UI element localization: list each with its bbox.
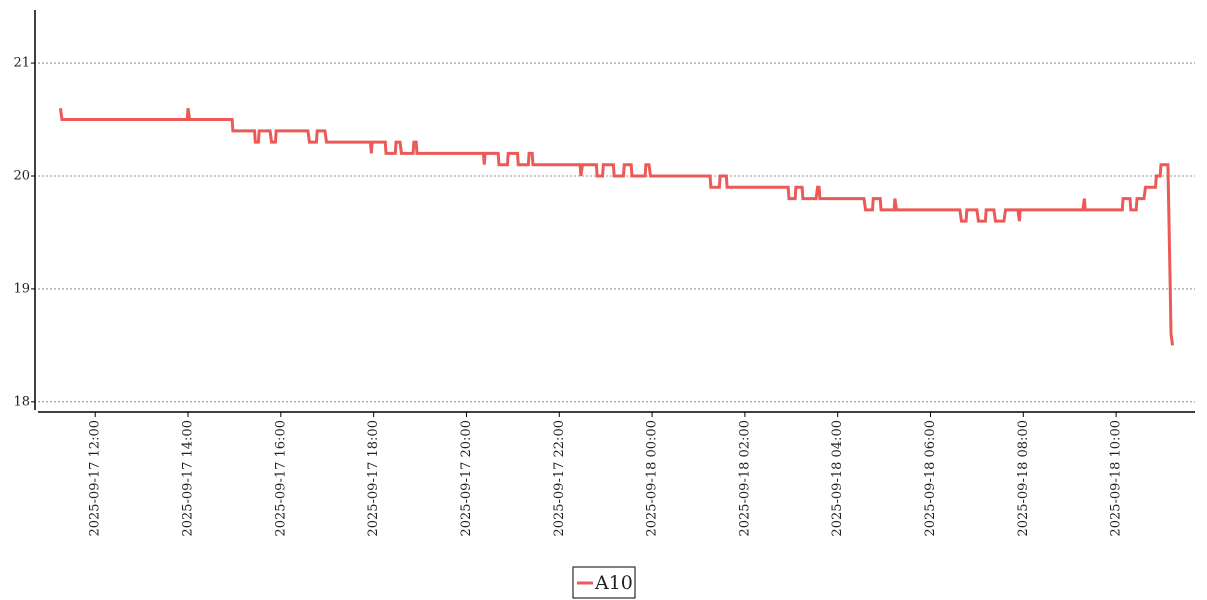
x-tick-label: 2025-09-17 12:00	[88, 420, 103, 537]
x-tick-label: 2025-09-18 06:00	[923, 420, 938, 537]
x-tick-label: 2025-09-18 10:00	[1109, 420, 1124, 537]
x-tick-label: 2025-09-17 20:00	[459, 420, 474, 537]
data-line	[58, 108, 1175, 346]
x-tick-label: 2025-09-18 00:00	[645, 420, 660, 537]
x-tick-label: 2025-09-17 18:00	[366, 420, 381, 537]
y-tick-label: 20	[13, 168, 30, 183]
x-tick-label: 2025-09-17 22:00	[552, 420, 567, 537]
x-tick-label: 2025-09-18 02:00	[737, 420, 752, 537]
x-tick-label: 2025-09-17 16:00	[273, 420, 288, 537]
x-tick-label: 2025-09-18 08:00	[1016, 420, 1031, 537]
legend-label: A10	[594, 572, 633, 594]
legend: A10	[572, 566, 636, 599]
x-tick-label: 2025-09-17 14:00	[181, 420, 196, 537]
x-tick-label: 2025-09-18 04:00	[830, 420, 845, 537]
y-tick-label: 21	[13, 56, 30, 71]
y-tick-label: 18	[13, 394, 30, 409]
y-tick-label: 19	[13, 281, 30, 296]
